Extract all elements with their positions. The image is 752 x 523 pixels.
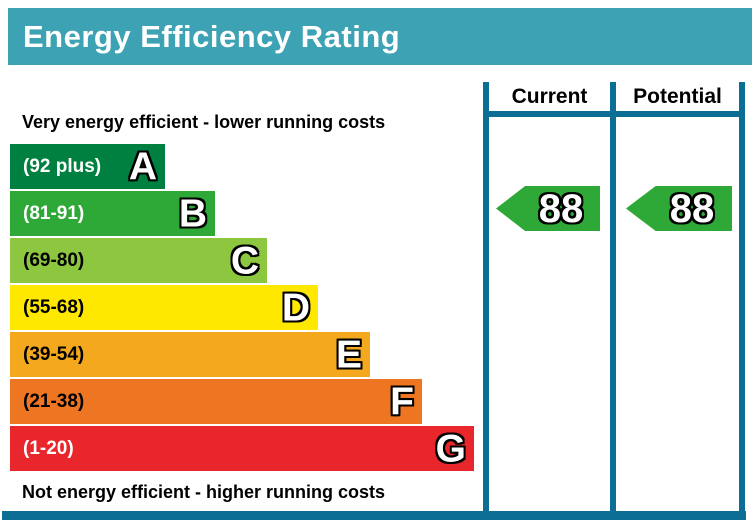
table-border-right [739, 82, 745, 520]
band-letter: D [281, 286, 310, 329]
band-letter: E [335, 333, 362, 376]
band-letter: B [178, 192, 207, 235]
band-letter: G [435, 427, 466, 470]
page-title: Energy Efficiency Rating [23, 18, 401, 54]
band-c: (69-80) C [10, 238, 267, 283]
title-bar: Energy Efficiency Rating [8, 8, 752, 65]
current-rating-value: 88 [538, 186, 584, 231]
potential-rating-value: 88 [669, 186, 715, 231]
rating-bands: (92 plus) A (81-91) B (69-80) C (55-68) D (39-54… [10, 144, 474, 473]
caption-not-efficient: Not energy efficient - higher running co… [22, 482, 386, 502]
current-column-header: Current [511, 85, 588, 108]
band-letter: C [230, 239, 259, 282]
band-letter: F [390, 380, 414, 423]
table-border-middle [610, 82, 616, 520]
table-border-left [483, 82, 489, 520]
table-header-separator [483, 111, 745, 117]
band-range-label: (39-54) [23, 343, 85, 365]
band-range-label: (81-91) [23, 202, 85, 224]
band-d: (55-68) D [10, 285, 318, 330]
current-rating-arrow: 88 [496, 186, 600, 231]
caption-very-efficient: Very energy efficient - lower running co… [22, 112, 386, 132]
band-f: (21-38) F [10, 379, 422, 424]
band-e: (39-54) E [10, 332, 370, 377]
band-letter: A [128, 145, 157, 188]
band-range-label: (1-20) [23, 437, 74, 459]
band-range-label: (21-38) [23, 390, 85, 412]
potential-column-header: Potential [633, 85, 722, 108]
band-a: (92 plus) A [10, 144, 165, 189]
band-b: (81-91) B [10, 191, 215, 236]
band-g: (1-20) G [10, 426, 474, 471]
potential-rating-arrow: 88 [626, 186, 732, 231]
band-range-label: (55-68) [23, 296, 85, 318]
bottom-bar [2, 511, 746, 520]
band-range-label: (92 plus) [23, 155, 102, 177]
band-range-label: (69-80) [23, 249, 85, 271]
